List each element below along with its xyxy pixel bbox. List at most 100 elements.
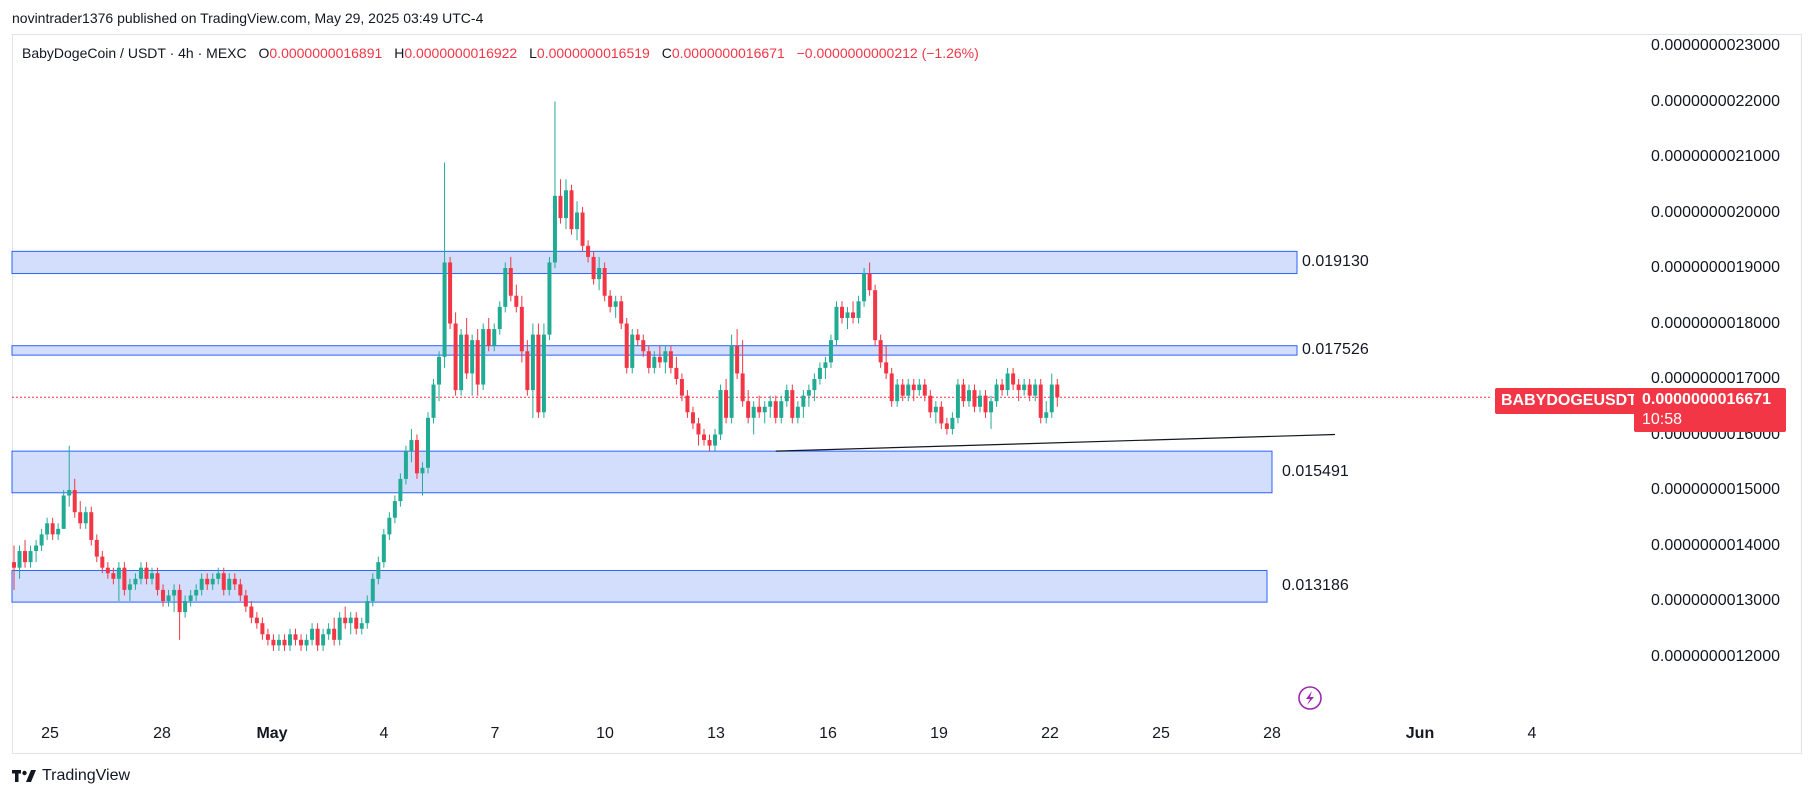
candle-up[interactable] <box>762 401 767 424</box>
candle-down[interactable] <box>1038 379 1043 424</box>
candle-up[interactable] <box>1044 401 1049 424</box>
candle-up[interactable] <box>779 395 784 424</box>
candle-down[interactable] <box>735 329 740 379</box>
trendline[interactable] <box>775 433 1336 452</box>
candle-down[interactable] <box>591 251 596 285</box>
candle-down[interactable] <box>271 634 276 651</box>
candle-up[interactable] <box>917 379 922 396</box>
candle-down[interactable] <box>696 417 701 446</box>
candle-down[interactable] <box>641 334 646 357</box>
candle-up[interactable] <box>403 445 408 485</box>
candle-down[interactable] <box>464 317 469 379</box>
candle-up[interactable] <box>56 523 61 540</box>
candle-up[interactable] <box>199 573 204 596</box>
candle-down[interactable] <box>453 312 458 396</box>
candle-up[interactable] <box>552 101 557 269</box>
candle-up[interactable] <box>442 162 447 368</box>
candle-up[interactable] <box>172 584 177 613</box>
sr-zone[interactable] <box>11 250 1298 275</box>
candle-down[interactable] <box>525 340 530 396</box>
candle-down[interactable] <box>558 179 563 224</box>
candle-up[interactable] <box>1049 373 1054 418</box>
candle-down[interactable] <box>884 345 889 379</box>
candle-down[interactable] <box>514 284 519 313</box>
candle-down[interactable] <box>1016 379 1021 402</box>
candle-up[interactable] <box>663 345 668 374</box>
candle-down[interactable] <box>100 551 105 574</box>
candle-down[interactable] <box>12 545 16 590</box>
candle-up[interactable] <box>288 628 292 651</box>
candle-down[interactable] <box>282 634 287 651</box>
candle-up[interactable] <box>845 306 850 330</box>
candle-up[interactable] <box>67 445 72 507</box>
candle-down[interactable] <box>414 434 419 479</box>
candle-down[interactable] <box>922 379 927 402</box>
candle-up[interactable] <box>817 362 822 385</box>
candle-down[interactable] <box>900 379 905 402</box>
candle-down[interactable] <box>89 506 94 546</box>
candle-up[interactable] <box>575 201 580 241</box>
candle-up[interactable] <box>381 528 386 568</box>
candle-down[interactable] <box>78 501 83 529</box>
candle-down[interactable] <box>586 240 591 263</box>
candle-up[interactable] <box>194 584 199 601</box>
candle-down[interactable] <box>928 390 933 418</box>
candle-up[interactable] <box>530 323 535 418</box>
candle-down[interactable] <box>740 340 745 407</box>
candle-down[interactable] <box>72 478 77 518</box>
candle-down[interactable] <box>944 417 949 435</box>
candle-up[interactable] <box>1022 379 1027 396</box>
candle-down[interactable] <box>315 623 320 651</box>
candle-up[interactable] <box>127 578 132 601</box>
candle-up[interactable] <box>828 334 833 368</box>
candle-down[interactable] <box>851 301 856 324</box>
candle-down[interactable] <box>1011 367 1016 391</box>
candle-down[interactable] <box>1055 379 1060 407</box>
candle-down[interactable] <box>746 390 751 424</box>
candle-up[interactable] <box>564 179 568 230</box>
candle-down[interactable] <box>508 256 513 302</box>
tradingview-logo[interactable]: TradingView <box>12 767 130 785</box>
candle-up[interactable] <box>387 512 392 540</box>
candle-down[interactable] <box>790 384 795 424</box>
candle-up[interactable] <box>933 401 938 424</box>
candle-down[interactable] <box>878 334 883 368</box>
candle-up[interactable] <box>359 617 364 635</box>
candle-up[interactable] <box>812 373 817 402</box>
candle-up[interactable] <box>768 395 773 418</box>
candle-up[interactable] <box>133 573 138 590</box>
candle-up[interactable] <box>431 379 436 424</box>
candle-down[interactable] <box>475 329 480 396</box>
candle-up[interactable] <box>409 428 414 463</box>
candle-down[interactable] <box>867 262 872 296</box>
candle-up[interactable] <box>784 384 789 407</box>
candle-down[interactable] <box>448 256 453 330</box>
candle-down[interactable] <box>657 345 662 368</box>
candle-up[interactable] <box>437 351 442 402</box>
candle-up[interactable] <box>597 256 602 291</box>
candle-down[interactable] <box>343 606 348 629</box>
candle-up[interactable] <box>729 334 734 424</box>
candle-down[interactable] <box>724 379 729 424</box>
candle-up[interactable] <box>547 256 552 341</box>
candle-up[interactable] <box>420 462 425 496</box>
candle-up[interactable] <box>166 589 171 607</box>
candle-up[interactable] <box>61 490 66 529</box>
sr-zone[interactable] <box>11 450 1273 494</box>
candle-up[interactable] <box>210 573 215 590</box>
candle-down[interactable] <box>1027 379 1032 402</box>
candle-up[interactable] <box>1005 367 1010 396</box>
candle-down[interactable] <box>144 562 149 585</box>
candle-up[interactable] <box>823 356 828 379</box>
candle-down[interactable] <box>569 184 574 235</box>
candle-up[interactable] <box>376 556 381 585</box>
candle-up[interactable] <box>862 268 867 307</box>
candle-down[interactable] <box>685 390 690 418</box>
candle-up[interactable] <box>426 412 430 474</box>
candle-down[interactable] <box>293 628 298 646</box>
candle-up[interactable] <box>713 428 718 452</box>
candle-up[interactable] <box>321 628 326 651</box>
candle-down[interactable] <box>299 634 304 651</box>
candle-down[interactable] <box>205 573 210 590</box>
